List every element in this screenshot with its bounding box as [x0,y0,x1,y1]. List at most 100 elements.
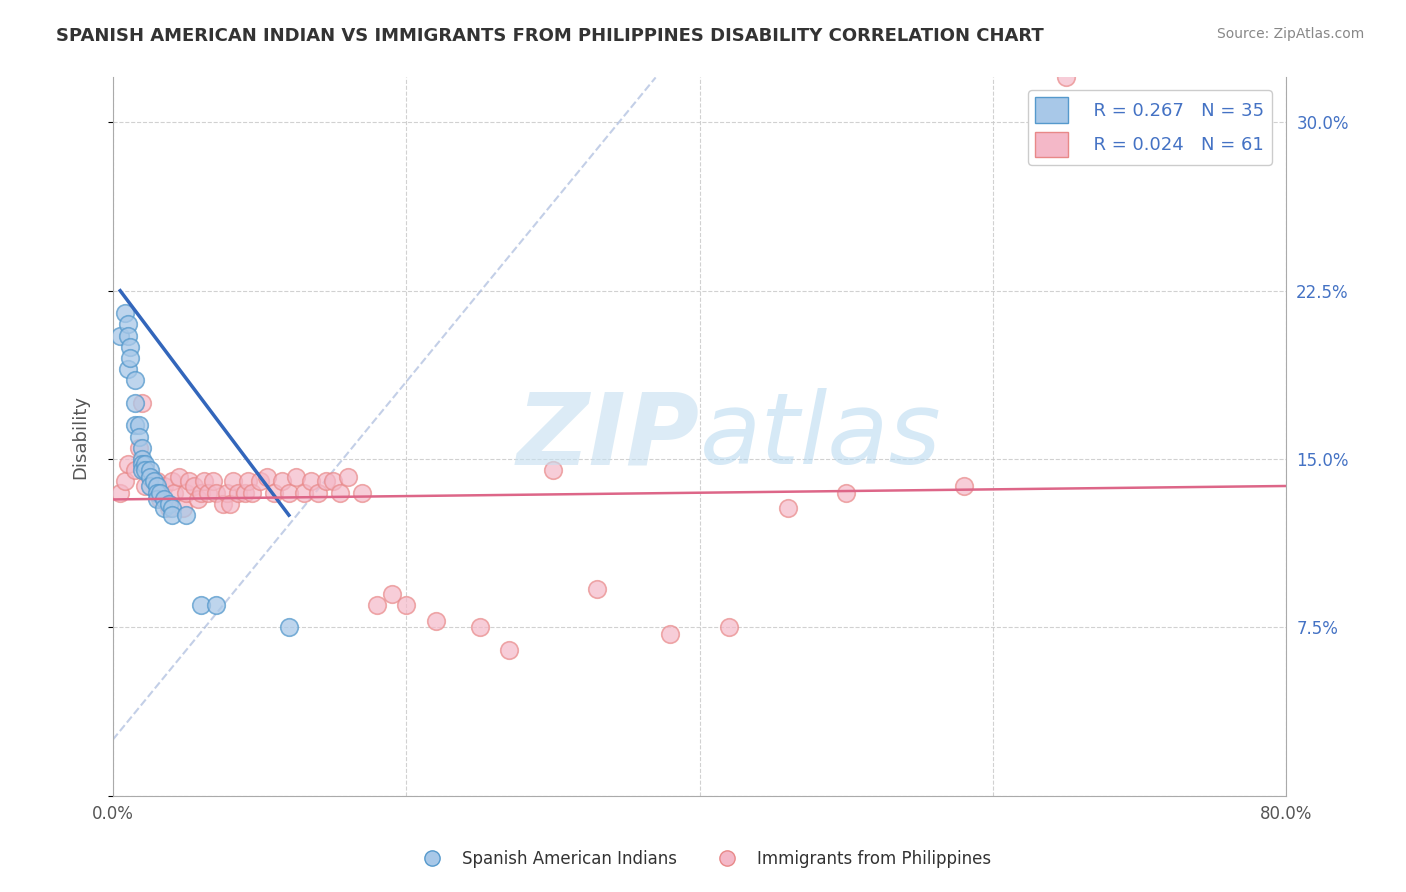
Point [146,485,169,500]
Point [128,441,150,455]
Point [149,485,172,500]
Point [299,475,322,489]
Point [468,620,491,634]
Point [586,582,609,597]
Point [120,351,142,365]
Point [292,485,315,500]
Point [315,475,337,489]
Point [108,485,131,500]
Point [146,492,169,507]
Point [120,340,142,354]
Point [425,614,447,628]
Point [212,497,235,511]
Point [498,643,520,657]
Point [204,485,226,500]
Point [201,475,224,489]
Y-axis label: Disability: Disability [72,394,89,479]
Point [134,457,156,471]
Point [117,362,139,376]
Legend: Spanish American Indians, Immigrants from Philippines: Spanish American Indians, Immigrants fro… [408,844,998,875]
Point [131,457,153,471]
Point [128,418,150,433]
Point [1054,70,1077,85]
Point [277,485,299,500]
Point [835,485,858,500]
Point [142,475,165,489]
Point [776,501,799,516]
Point [183,479,205,493]
Point [146,479,169,493]
Point [160,475,183,489]
Point [329,485,352,500]
Point [541,463,564,477]
Point [352,485,374,500]
Point [219,497,242,511]
Point [160,508,183,523]
Point [174,485,197,500]
Point [134,463,156,477]
Point [131,463,153,477]
Point [952,479,974,493]
Text: ZIP: ZIP [516,388,700,485]
Point [157,501,180,516]
Point [190,598,212,612]
Point [138,470,160,484]
Point [114,306,136,320]
Point [138,463,160,477]
Point [236,475,259,489]
Point [160,501,183,516]
Point [149,492,172,507]
Point [307,485,329,500]
Text: Source: ZipAtlas.com: Source: ZipAtlas.com [1216,27,1364,41]
Point [204,598,226,612]
Point [131,452,153,467]
Point [172,501,194,516]
Point [124,463,146,477]
Text: SPANISH AMERICAN INDIAN VS IMMIGRANTS FROM PHILIPPINES DISABILITY CORRELATION CH: SPANISH AMERICAN INDIAN VS IMMIGRANTS FR… [56,27,1045,45]
Point [285,470,308,484]
Point [395,598,418,612]
Point [138,479,160,493]
Point [124,418,146,433]
Point [190,485,212,500]
Point [233,485,256,500]
Point [381,587,404,601]
Point [153,479,176,493]
Point [153,492,176,507]
Point [128,429,150,443]
Point [117,318,139,332]
Legend:   R = 0.267   N = 35,   R = 0.024   N = 61: R = 0.267 N = 35, R = 0.024 N = 61 [1028,90,1271,165]
Point [117,328,139,343]
Point [134,479,156,493]
Point [263,485,285,500]
Point [179,475,201,489]
Point [197,485,219,500]
Point [167,470,190,484]
Point [336,470,359,484]
Point [659,627,682,641]
Point [117,457,139,471]
Point [163,485,186,500]
Point [114,475,136,489]
Point [187,492,209,507]
Point [249,475,271,489]
Point [146,475,169,489]
Point [322,475,344,489]
Point [217,485,239,500]
Point [153,501,176,516]
Point [174,508,197,523]
Point [366,598,388,612]
Point [270,475,292,489]
Point [124,396,146,410]
Point [222,475,245,489]
Point [226,485,249,500]
Point [717,620,740,634]
Point [277,620,299,634]
Point [108,328,131,343]
Point [157,497,180,511]
Point [124,374,146,388]
Point [131,441,153,455]
Point [138,470,160,484]
Point [240,485,263,500]
Point [131,396,153,410]
